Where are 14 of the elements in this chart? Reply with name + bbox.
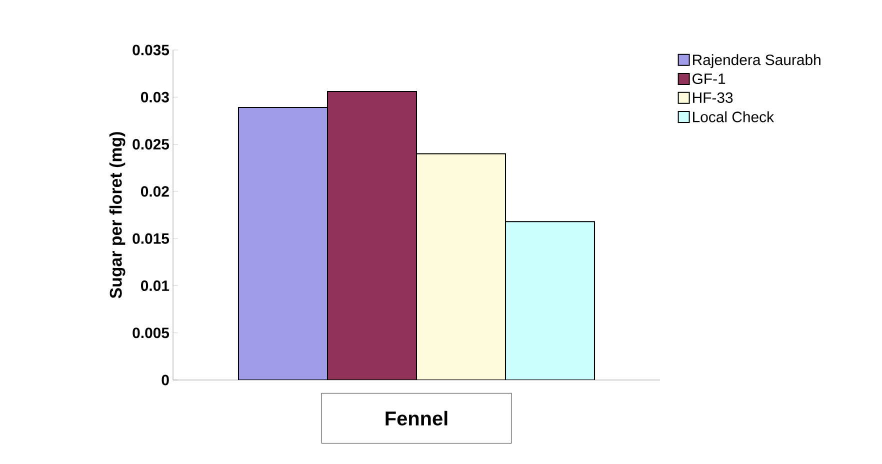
y-tick-label: 0.02 <box>140 186 169 197</box>
y-tick-label: 0.005 <box>132 328 170 338</box>
y-tick-label: 0.03 <box>140 92 169 102</box>
y-tick-label: 0.015 <box>132 233 170 244</box>
legend-label: Local Check <box>693 111 774 122</box>
y-tick-label: 0 <box>162 374 169 386</box>
legend-label: Rajendera Saurabh <box>693 54 820 68</box>
y-axis-title: Sugar per floret (mg) <box>109 132 126 298</box>
legend-label: GF-1 <box>692 73 726 84</box>
y-tick-label: 0.025 <box>132 138 170 150</box>
y-tick-label: 0.01 <box>140 280 170 291</box>
legend-label: HF-33 <box>693 92 733 103</box>
y-tick-label: 0.035 <box>132 44 170 56</box>
x-tick-label: Fennel <box>386 410 448 426</box>
